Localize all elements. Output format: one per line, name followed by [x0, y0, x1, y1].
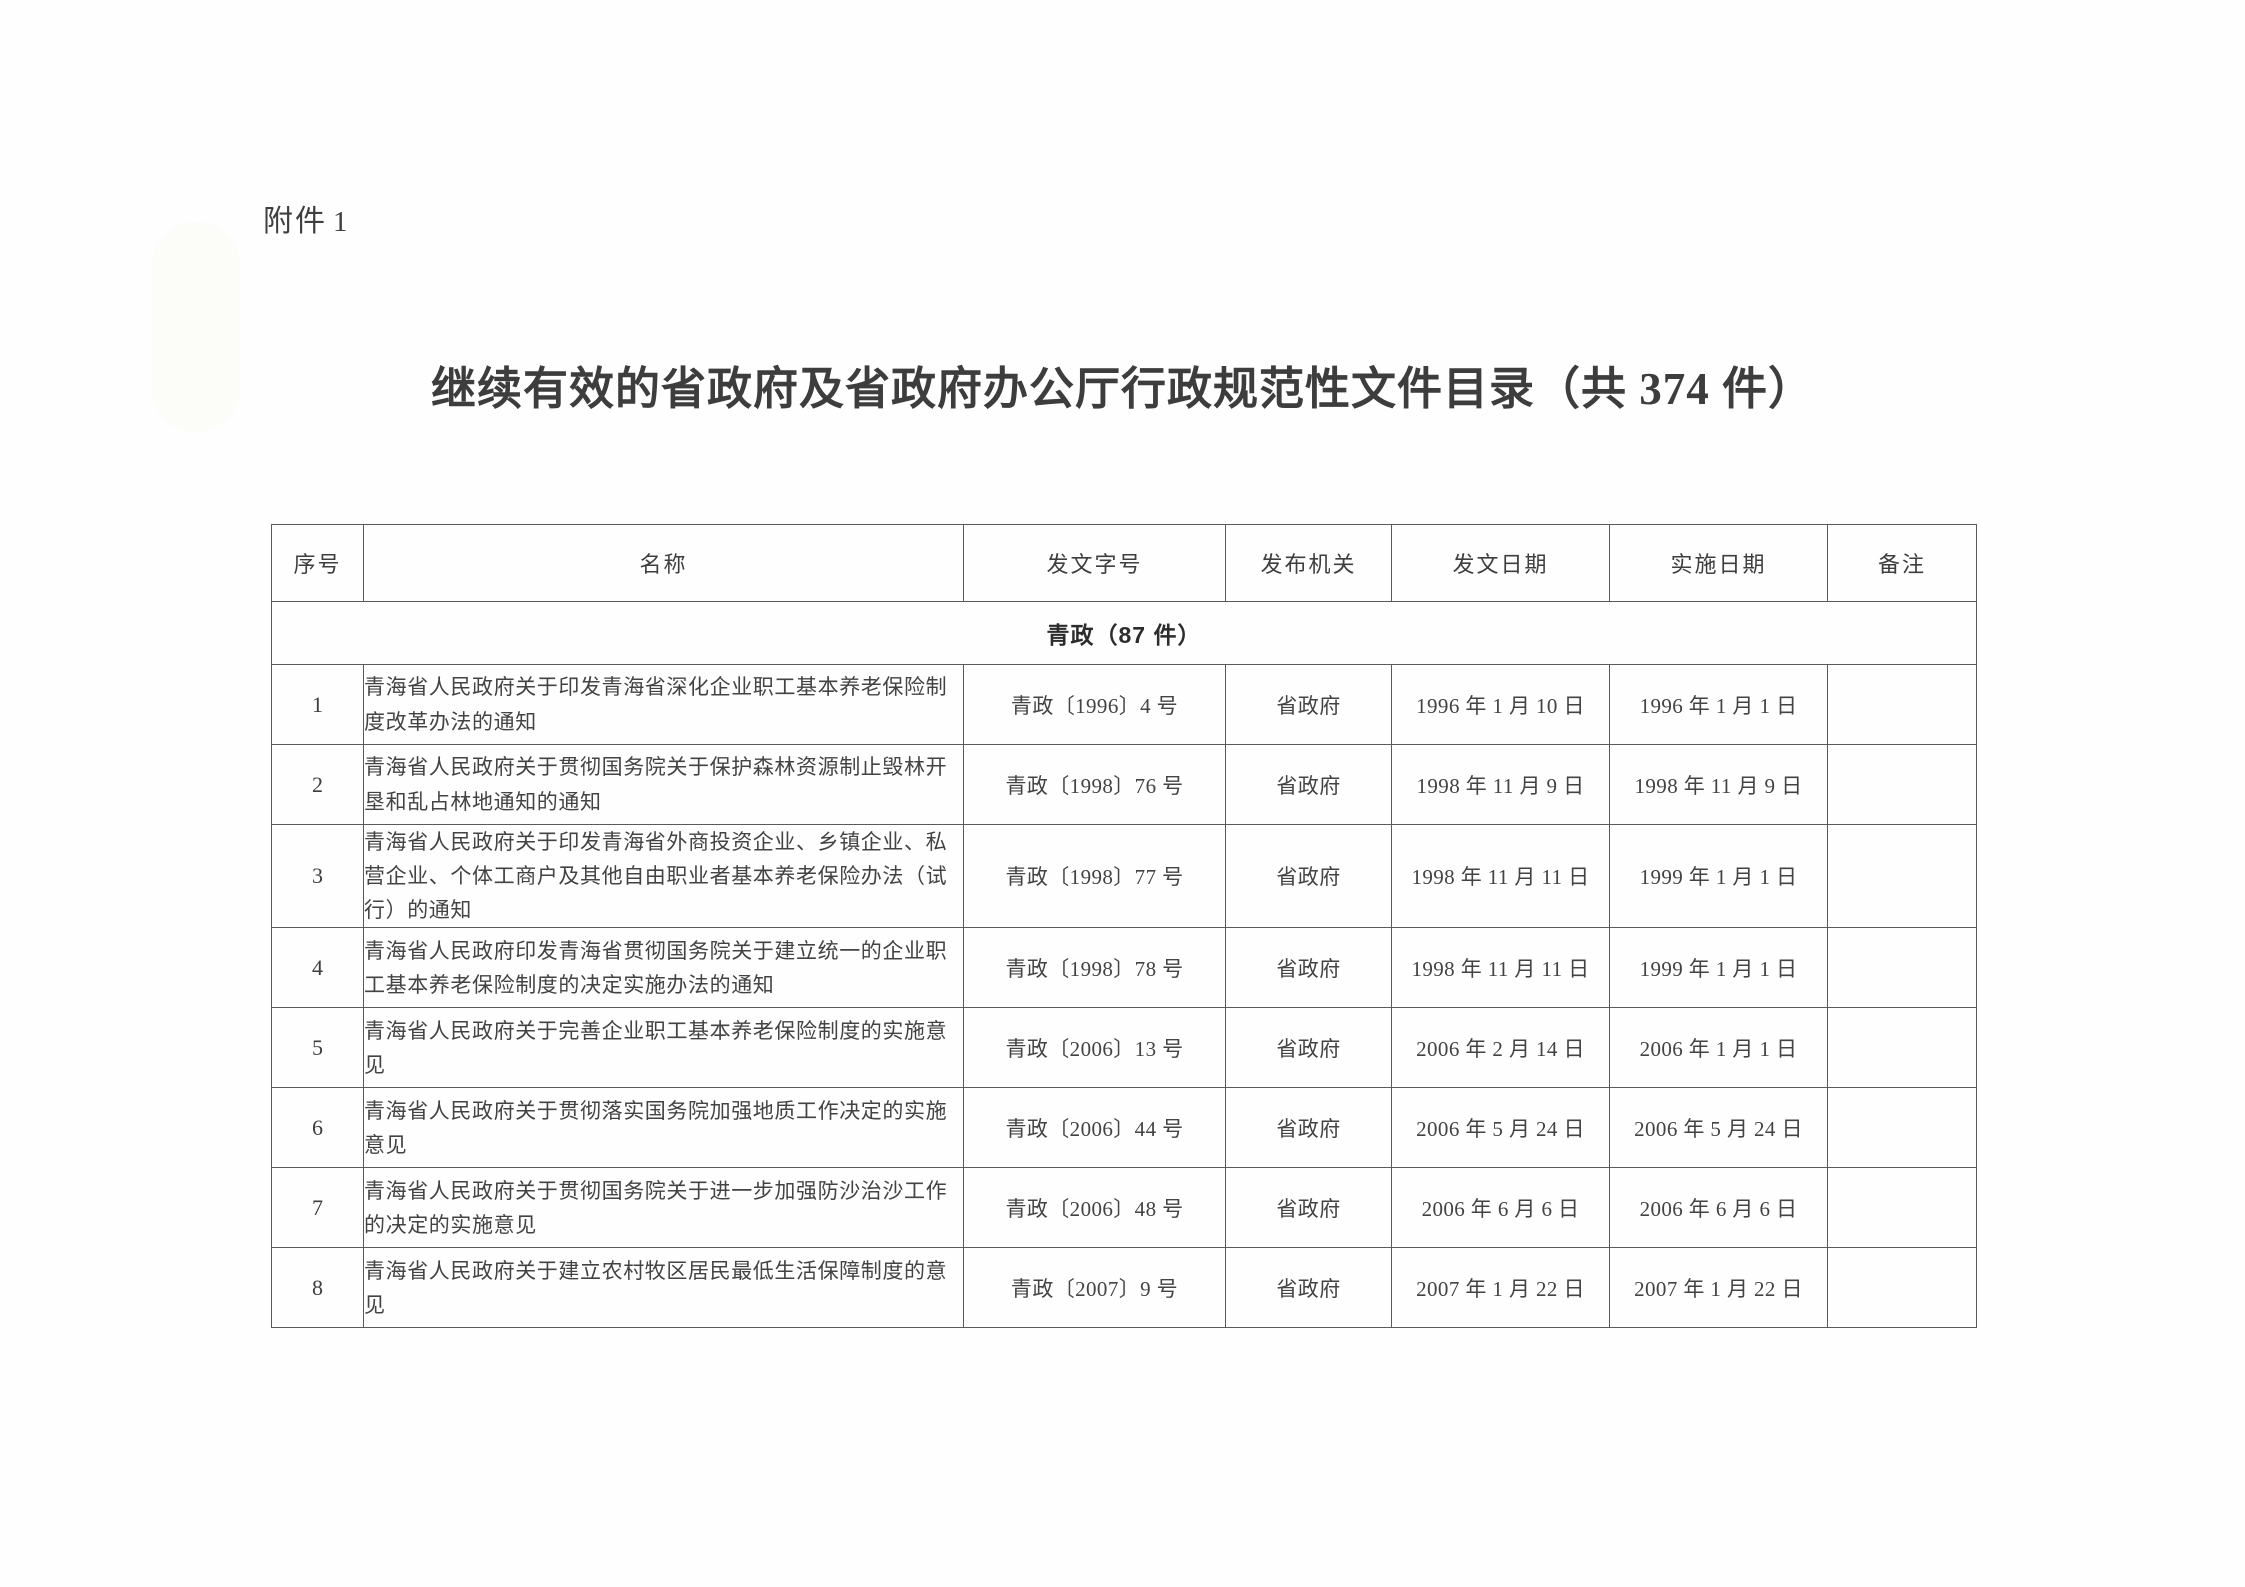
attachment-label: 附件 1 — [263, 196, 348, 240]
column-header-issued: 发文日期 — [1391, 524, 1610, 602]
cell-remark — [1827, 927, 1977, 1009]
page-title: 继续有效的省政府及省政府办公厅行政规范性文件目录（共 374 件） — [430, 364, 1814, 414]
cell-issuing-authority: 省政府 — [1225, 1007, 1392, 1089]
cell-document-name: 青海省人民政府印发青海省贯彻国务院关于建立统一的企业职工基本养老保险制度的决定实… — [363, 927, 964, 1009]
column-header-effect: 实施日期 — [1609, 524, 1828, 602]
table-row: 6 青海省人民政府关于贯彻落实国务院加强地质工作决定的实施意见 青政〔2006〕44… — [271, 1087, 1977, 1169]
table-row: 2 青海省人民政府关于贯彻国务院关于保护森林资源制止毁林开垦和乱占林地通知的通知青… — [271, 744, 1977, 825]
cell-effective-date: 2007 年 1 月 22 日 — [1609, 1247, 1828, 1329]
attachment-label-text: 附件 — [263, 205, 327, 238]
cell-remark — [1827, 1167, 1977, 1249]
cell-issue-date: 1998 年 11 月 11 日 — [1391, 823, 1610, 929]
attachment-number: 1 — [333, 206, 348, 238]
cell-document-name: 青海省人民政府关于贯彻落实国务院加强地质工作决定的实施意见 — [363, 1087, 964, 1169]
cell-issuing-authority: 省政府 — [1225, 1167, 1392, 1249]
cell-issue-date: 2006 年 6 月 6 日 — [1391, 1167, 1610, 1249]
column-header-name: 名称 — [363, 524, 964, 602]
cell-document-number: 青政〔2006〕44 号 — [963, 1087, 1226, 1169]
section-heading-row: 青政（87 件） — [271, 601, 1977, 665]
cell-index: 7 — [271, 1167, 364, 1249]
cell-issue-date: 2006 年 2 月 14 日 — [1391, 1007, 1610, 1089]
cell-document-number: 青政〔1996〕4 号 — [963, 664, 1226, 745]
section-heading-label: 青政（87 件） — [271, 601, 1977, 665]
cell-index: 2 — [271, 744, 364, 825]
cell-issuing-authority: 省政府 — [1225, 744, 1392, 825]
cell-issuing-authority: 省政府 — [1225, 927, 1392, 1009]
table-row: 8 青海省人民政府关于建立农村牧区居民最低生活保障制度的意见 青政〔2007〕9 号… — [271, 1247, 1977, 1329]
cell-document-number: 青政〔2006〕48 号 — [963, 1167, 1226, 1249]
cell-effective-date: 2006 年 6 月 6 日 — [1609, 1167, 1828, 1249]
cell-index: 3 — [271, 823, 364, 929]
cell-document-name: 青海省人民政府关于完善企业职工基本养老保险制度的实施意见 — [363, 1007, 964, 1089]
cell-document-name: 青海省人民政府关于贯彻国务院关于进一步加强防沙治沙工作的决定的实施意见 — [363, 1167, 964, 1249]
cell-document-name: 青海省人民政府关于建立农村牧区居民最低生活保障制度的意见 — [363, 1247, 964, 1329]
cell-remark — [1827, 1007, 1977, 1089]
table-row: 1 青海省人民政府关于印发青海省深化企业职工基本养老保险制度改革办法的通知 青政〔1… — [271, 664, 1977, 745]
cell-effective-date: 2006 年 1 月 1 日 — [1609, 1007, 1828, 1089]
table-header: 序号 名称 发文字号 发布机关 发文日期 实施日期 备注 — [271, 524, 1977, 602]
column-header-docnum: 发文字号 — [963, 524, 1226, 602]
cell-document-number: 青政〔1998〕76 号 — [963, 744, 1226, 825]
cell-document-name: 青海省人民政府关于贯彻国务院关于保护森林资源制止毁林开垦和乱占林地通知的通知 — [363, 744, 964, 825]
cell-index: 8 — [271, 1247, 364, 1329]
cell-issuing-authority: 省政府 — [1225, 1247, 1392, 1329]
cell-issue-date: 1996 年 1 月 10 日 — [1391, 664, 1610, 745]
cell-effective-date: 2006 年 5 月 24 日 — [1609, 1087, 1828, 1169]
cell-index: 6 — [271, 1087, 364, 1169]
cell-document-number: 青政〔2006〕13 号 — [963, 1007, 1226, 1089]
table-row: 5 青海省人民政府关于完善企业职工基本养老保险制度的实施意见 青政〔2006〕13 … — [271, 1007, 1977, 1089]
cell-issue-date: 2006 年 5 月 24 日 — [1391, 1087, 1610, 1169]
table-header-row: 序号 名称 发文字号 发布机关 发文日期 实施日期 备注 — [271, 524, 1977, 602]
table-row: 4 青海省人民政府印发青海省贯彻国务院关于建立统一的企业职工基本养老保险制度的决定… — [271, 927, 1977, 1009]
cell-effective-date: 1998 年 11 月 9 日 — [1609, 744, 1828, 825]
cell-document-number: 青政〔1998〕78 号 — [963, 927, 1226, 1009]
cell-effective-date: 1999 年 1 月 1 日 — [1609, 823, 1828, 929]
cell-issue-date: 1998 年 11 月 11 日 — [1391, 927, 1610, 1009]
table-row: 7 青海省人民政府关于贯彻国务院关于进一步加强防沙治沙工作的决定的实施意见 青政〔2… — [271, 1167, 1977, 1249]
column-header-index: 序号 — [271, 524, 364, 602]
cell-document-name: 青海省人民政府关于印发青海省外商投资企业、乡镇企业、私营企业、个体工商户及其他自… — [363, 823, 964, 929]
cell-index: 1 — [271, 664, 364, 745]
column-header-remark: 备注 — [1827, 524, 1977, 602]
cell-issuing-authority: 省政府 — [1225, 664, 1392, 745]
column-header-org: 发布机关 — [1225, 524, 1392, 602]
cell-remark — [1827, 1087, 1977, 1169]
cell-remark — [1827, 1247, 1977, 1329]
cell-document-number: 青政〔1998〕77 号 — [963, 823, 1226, 929]
cell-remark — [1827, 664, 1977, 745]
cell-remark — [1827, 744, 1977, 825]
cell-issue-date: 2007 年 1 月 22 日 — [1391, 1247, 1610, 1329]
cell-remark — [1827, 823, 1977, 929]
table-row: 3 青海省人民政府关于印发青海省外商投资企业、乡镇企业、私营企业、个体工商户及其他… — [271, 823, 1977, 929]
table-body: 青政（87 件） 1 青海省人民政府关于印发青海省深化企业职工基本养老保险制度改革… — [271, 601, 1977, 1329]
cell-issuing-authority: 省政府 — [1225, 1087, 1392, 1169]
cell-document-name: 青海省人民政府关于印发青海省深化企业职工基本养老保险制度改革办法的通知 — [363, 664, 964, 745]
cell-effective-date: 1996 年 1 月 1 日 — [1609, 664, 1828, 745]
cell-issue-date: 1998 年 11 月 9 日 — [1391, 744, 1610, 825]
cell-index: 5 — [271, 1007, 364, 1089]
cell-issuing-authority: 省政府 — [1225, 823, 1392, 929]
cell-index: 4 — [271, 927, 364, 1009]
cell-document-number: 青政〔2007〕9 号 — [963, 1247, 1226, 1329]
cell-effective-date: 1999 年 1 月 1 日 — [1609, 927, 1828, 1009]
